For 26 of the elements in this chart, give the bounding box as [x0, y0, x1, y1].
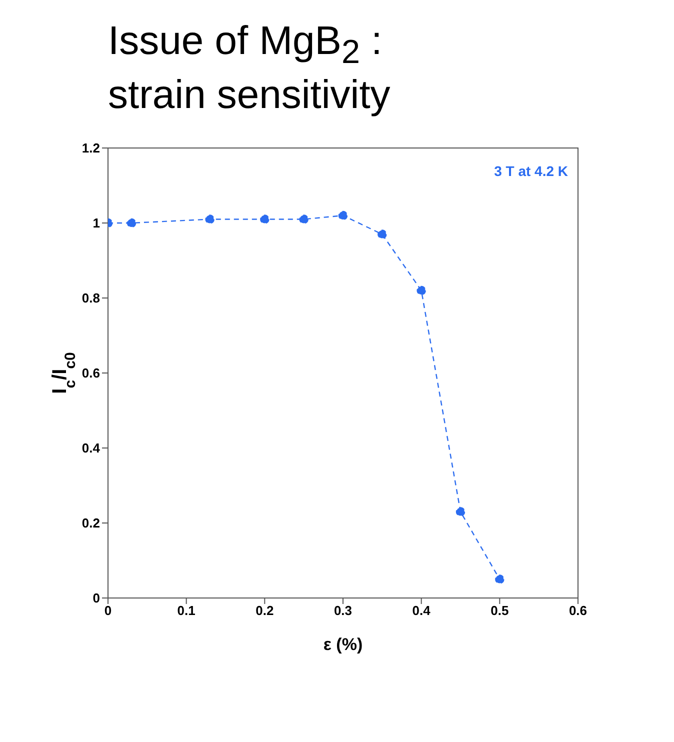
y-tick-label: 1 [92, 216, 100, 231]
x-tick-label: 0.1 [177, 604, 196, 619]
y-tick-label: 0.6 [82, 366, 100, 381]
x-tick-label: 0 [104, 604, 112, 619]
x-tick-label: 0.2 [256, 604, 274, 619]
y-tick-label: 0.4 [82, 440, 101, 456]
x-axis-title: ε (%) [323, 635, 363, 654]
y-tick-label: 0.2 [82, 516, 100, 531]
point [126, 218, 136, 228]
point [495, 574, 504, 584]
y-tick-label: 1.2 [82, 140, 100, 156]
x-tick-label: 0.3 [334, 604, 352, 619]
x-tick-label: 0.5 [490, 604, 509, 619]
point [299, 214, 308, 224]
point [456, 507, 466, 517]
y-tick-label: 0 [92, 590, 100, 606]
point [205, 214, 214, 224]
annotation: 3 T at 4.2 K [493, 163, 568, 180]
point [260, 214, 270, 224]
x-tick-label: 0.4 [412, 604, 432, 619]
x-tick-label: 0.6 [568, 604, 588, 619]
y-tick-label: 0.8 [82, 290, 100, 306]
point [338, 211, 348, 220]
point [416, 286, 426, 296]
point [378, 230, 387, 240]
chart-title: Issue of MgB$_{2}$ : strain sensitivity [108, 18, 392, 118]
